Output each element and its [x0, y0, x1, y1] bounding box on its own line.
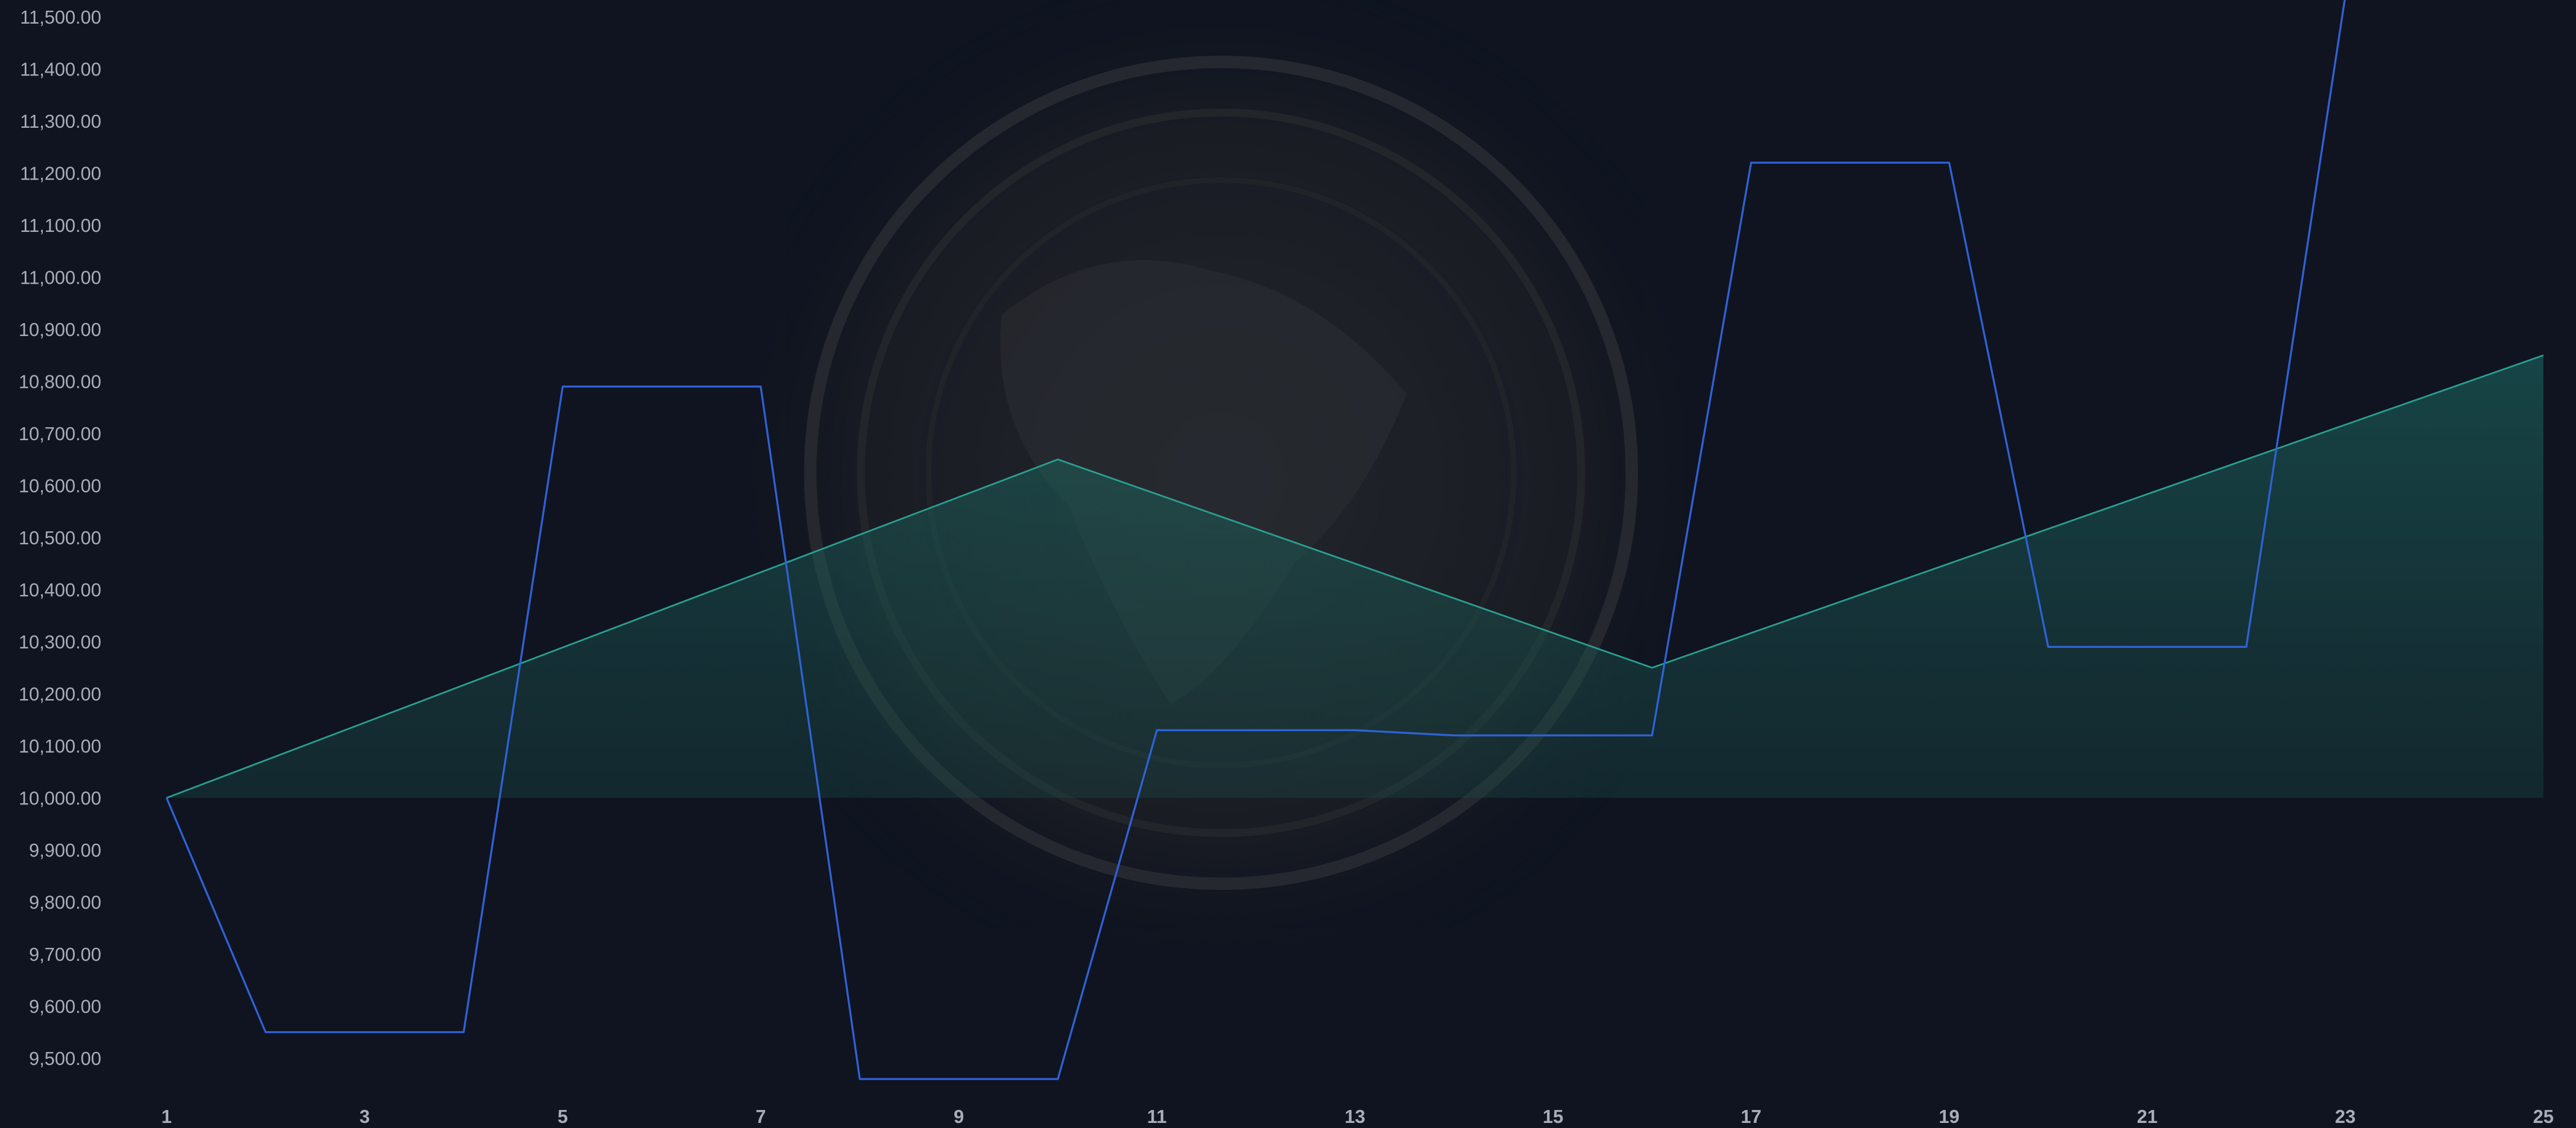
- y-tick-label: 10,100.00: [19, 736, 101, 757]
- y-tick-label: 10,400.00: [19, 580, 101, 601]
- x-tick-label: 19: [1939, 1106, 1960, 1127]
- y-tick-label: 9,600.00: [29, 996, 101, 1017]
- line-point: [1354, 729, 1356, 731]
- x-tick-label: 1: [161, 1106, 172, 1127]
- y-tick-label: 11,500.00: [20, 7, 101, 28]
- y-tick-label: 11,200.00: [20, 163, 101, 184]
- area-fill: [167, 355, 2543, 798]
- globe-watermark: [715, 0, 1727, 985]
- x-tick-label: 3: [360, 1106, 370, 1127]
- x-tick-label: 9: [954, 1106, 964, 1127]
- x-tick-label: 7: [756, 1106, 766, 1127]
- plot-area: [165, 0, 2544, 1080]
- y-tick-label: 11,300.00: [20, 111, 101, 132]
- x-tick-label: 13: [1345, 1106, 1366, 1127]
- y-tick-label: 10,200.00: [19, 684, 101, 705]
- y-tick-label: 9,900.00: [29, 840, 101, 861]
- area-series-line: [166, 354, 2544, 799]
- x-tick-label: 11: [1147, 1106, 1167, 1127]
- y-tick-label: 11,100.00: [20, 215, 101, 236]
- area-point: [2543, 355, 2544, 356]
- y-tick-label: 10,300.00: [19, 632, 101, 652]
- line-point: [1651, 735, 1653, 736]
- y-tick-label: 10,600.00: [19, 476, 101, 496]
- y-tick-label: 10,900.00: [19, 319, 101, 340]
- x-tick-label: 21: [2137, 1106, 2158, 1127]
- x-axis: 1 3 5 7 9 11 13 15 17 19 21 23 25: [161, 1106, 2554, 1127]
- y-tick-label: 9,500.00: [29, 1048, 101, 1069]
- y-tick-label: 10,500.00: [19, 527, 101, 548]
- y-tick-label: 10,800.00: [19, 371, 101, 392]
- x-tick-label: 17: [1741, 1106, 1762, 1127]
- x-tick-label: 25: [2533, 1106, 2554, 1127]
- y-tick-label: 9,700.00: [29, 944, 101, 965]
- line-point: [1552, 735, 1554, 736]
- y-axis: 9,500.00 9,600.00 9,700.00 9,800.00 9,900.00…: [19, 7, 101, 1069]
- y-tick-label: 9,800.00: [29, 892, 101, 913]
- y-tick-label: 11,000.00: [20, 267, 101, 288]
- y-tick-label: 10,000.00: [19, 788, 101, 809]
- x-tick-label: 23: [2335, 1106, 2356, 1127]
- y-tick-label: 11,400.00: [20, 59, 101, 80]
- y-tick-label: 10,700.00: [19, 423, 101, 444]
- line-point: [1453, 735, 1455, 736]
- x-tick-label: 5: [558, 1106, 568, 1127]
- x-tick-label: 15: [1543, 1106, 1564, 1127]
